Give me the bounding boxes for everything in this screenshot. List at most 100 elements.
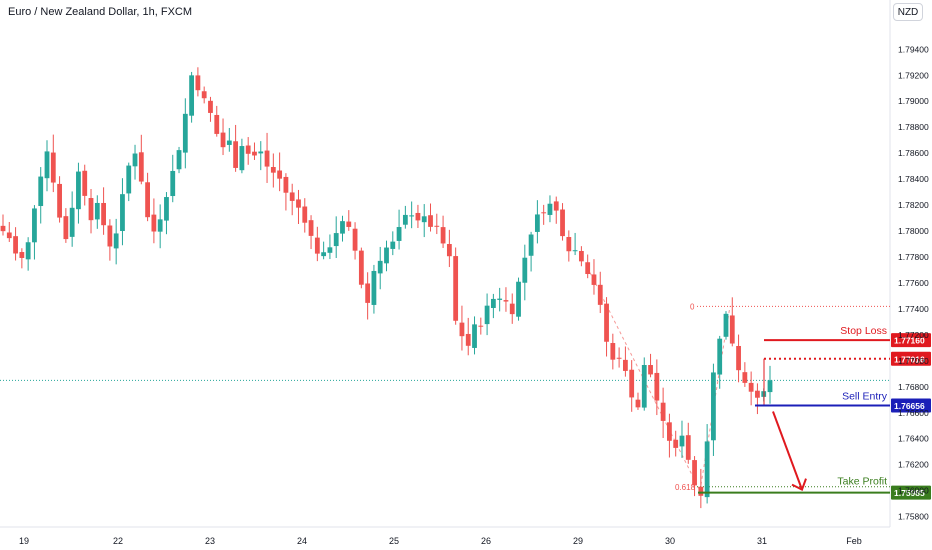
candle-body xyxy=(623,359,628,371)
candle-body xyxy=(729,315,735,344)
candle-body xyxy=(69,207,75,237)
candle-body xyxy=(390,241,396,249)
candle-body xyxy=(63,216,69,240)
currency-selector[interactable]: NZD xyxy=(893,3,923,21)
candle-body xyxy=(289,192,295,201)
candle-body xyxy=(396,227,402,241)
x-tick-label: 19 xyxy=(19,536,29,546)
y-tick-label: 1.78800 xyxy=(898,122,929,132)
candle-body xyxy=(453,256,459,321)
y-tick-label: 1.77600 xyxy=(898,278,929,288)
take-profit-price-tag xyxy=(891,485,931,500)
candle-body xyxy=(82,170,88,196)
y-tick-label: 1.78400 xyxy=(898,174,929,184)
candle-body xyxy=(352,228,358,251)
candle-body xyxy=(717,338,723,375)
y-tick-label: 1.76400 xyxy=(898,434,929,444)
candle-body xyxy=(13,236,18,254)
candle-body xyxy=(610,343,616,360)
fib-0618-label: 0.618 xyxy=(675,483,696,492)
candle-body xyxy=(509,303,515,315)
candle-body xyxy=(767,380,773,393)
candle-body xyxy=(94,202,100,220)
fib-0-label: 0 xyxy=(690,302,695,311)
price-axis[interactable]: 1.79400 1.79200 1.79000 1.78800 1.78600 1.784… xyxy=(898,44,929,521)
candle-body xyxy=(459,322,465,337)
candle-body xyxy=(541,212,547,214)
candle-body xyxy=(321,252,327,257)
x-tick-label: 26 xyxy=(481,536,491,546)
candle-body xyxy=(534,214,540,232)
candle-body xyxy=(547,203,553,215)
candle-body xyxy=(151,214,157,232)
candle-body xyxy=(296,199,301,208)
candle-body xyxy=(365,283,371,303)
candle-body xyxy=(245,145,251,154)
candle-body xyxy=(478,325,484,327)
take-profit-price-text: 1.75985 xyxy=(894,488,925,498)
y-tick-label: 1.78000 xyxy=(898,226,929,236)
y-tick-label: 1.75800 xyxy=(898,512,929,522)
candle-body xyxy=(685,435,691,460)
candle-body xyxy=(415,212,421,221)
y-tick-label: 1.79200 xyxy=(898,70,929,80)
candle-body xyxy=(434,225,440,227)
x-tick-label: 29 xyxy=(573,536,583,546)
candle-body xyxy=(176,150,182,170)
candle-body xyxy=(711,372,716,441)
candle-body xyxy=(201,91,207,99)
x-tick-label: Feb xyxy=(846,536,862,546)
candle-body xyxy=(101,202,106,226)
candle-body xyxy=(446,244,452,257)
candle-body xyxy=(132,153,138,167)
candle-body xyxy=(472,324,477,348)
candle-body xyxy=(566,237,572,252)
candle-body xyxy=(32,208,37,243)
candle-body xyxy=(88,198,94,221)
x-tick-label: 24 xyxy=(297,536,307,546)
x-tick-label: 30 xyxy=(665,536,675,546)
candle-body xyxy=(195,75,201,91)
candle-body xyxy=(641,365,647,408)
candle-body xyxy=(138,152,144,182)
candle-body xyxy=(233,141,239,168)
candle-body xyxy=(107,225,113,247)
time-axis[interactable]: 19 22 23 24 25 26 29 30 31 Feb xyxy=(19,536,862,546)
candle-body xyxy=(553,201,559,211)
candle-body xyxy=(25,242,31,260)
sell-entry-price-tag xyxy=(891,398,931,413)
candle-body xyxy=(252,151,257,156)
candle-body xyxy=(723,313,729,337)
candle-body xyxy=(742,372,748,383)
y-tick-label: 1.76800 xyxy=(898,382,929,392)
y-tick-label: 1.76600 xyxy=(898,408,929,418)
sell-entry-price-text: 1.76656 xyxy=(894,401,925,411)
candle-body xyxy=(57,183,62,218)
candles xyxy=(0,67,773,509)
candle-body xyxy=(314,237,320,254)
candle-body xyxy=(157,219,163,232)
candle-body xyxy=(226,140,232,145)
candle-body xyxy=(19,252,25,258)
candle-body xyxy=(340,221,345,234)
candle-body xyxy=(277,170,283,179)
candle-body xyxy=(428,215,433,227)
candle-body xyxy=(616,357,622,359)
candle-body xyxy=(371,270,377,305)
candle-body xyxy=(522,257,528,283)
candle-body xyxy=(629,369,635,398)
candle-body xyxy=(44,151,50,179)
candle-body xyxy=(182,113,188,153)
candle-body xyxy=(333,233,339,247)
candle-body xyxy=(239,146,245,171)
candle-body xyxy=(692,460,697,486)
candle-body xyxy=(648,365,653,375)
candle-body xyxy=(164,197,169,221)
candle-body xyxy=(264,150,270,167)
trade-levels: Stop Loss 1.77160 1.77016 Sell Entry 1.76656… xyxy=(698,325,931,500)
candle-body xyxy=(270,167,276,173)
down-arrow-head-icon xyxy=(791,478,807,491)
candle-body xyxy=(560,209,565,237)
candle-body xyxy=(698,486,704,496)
